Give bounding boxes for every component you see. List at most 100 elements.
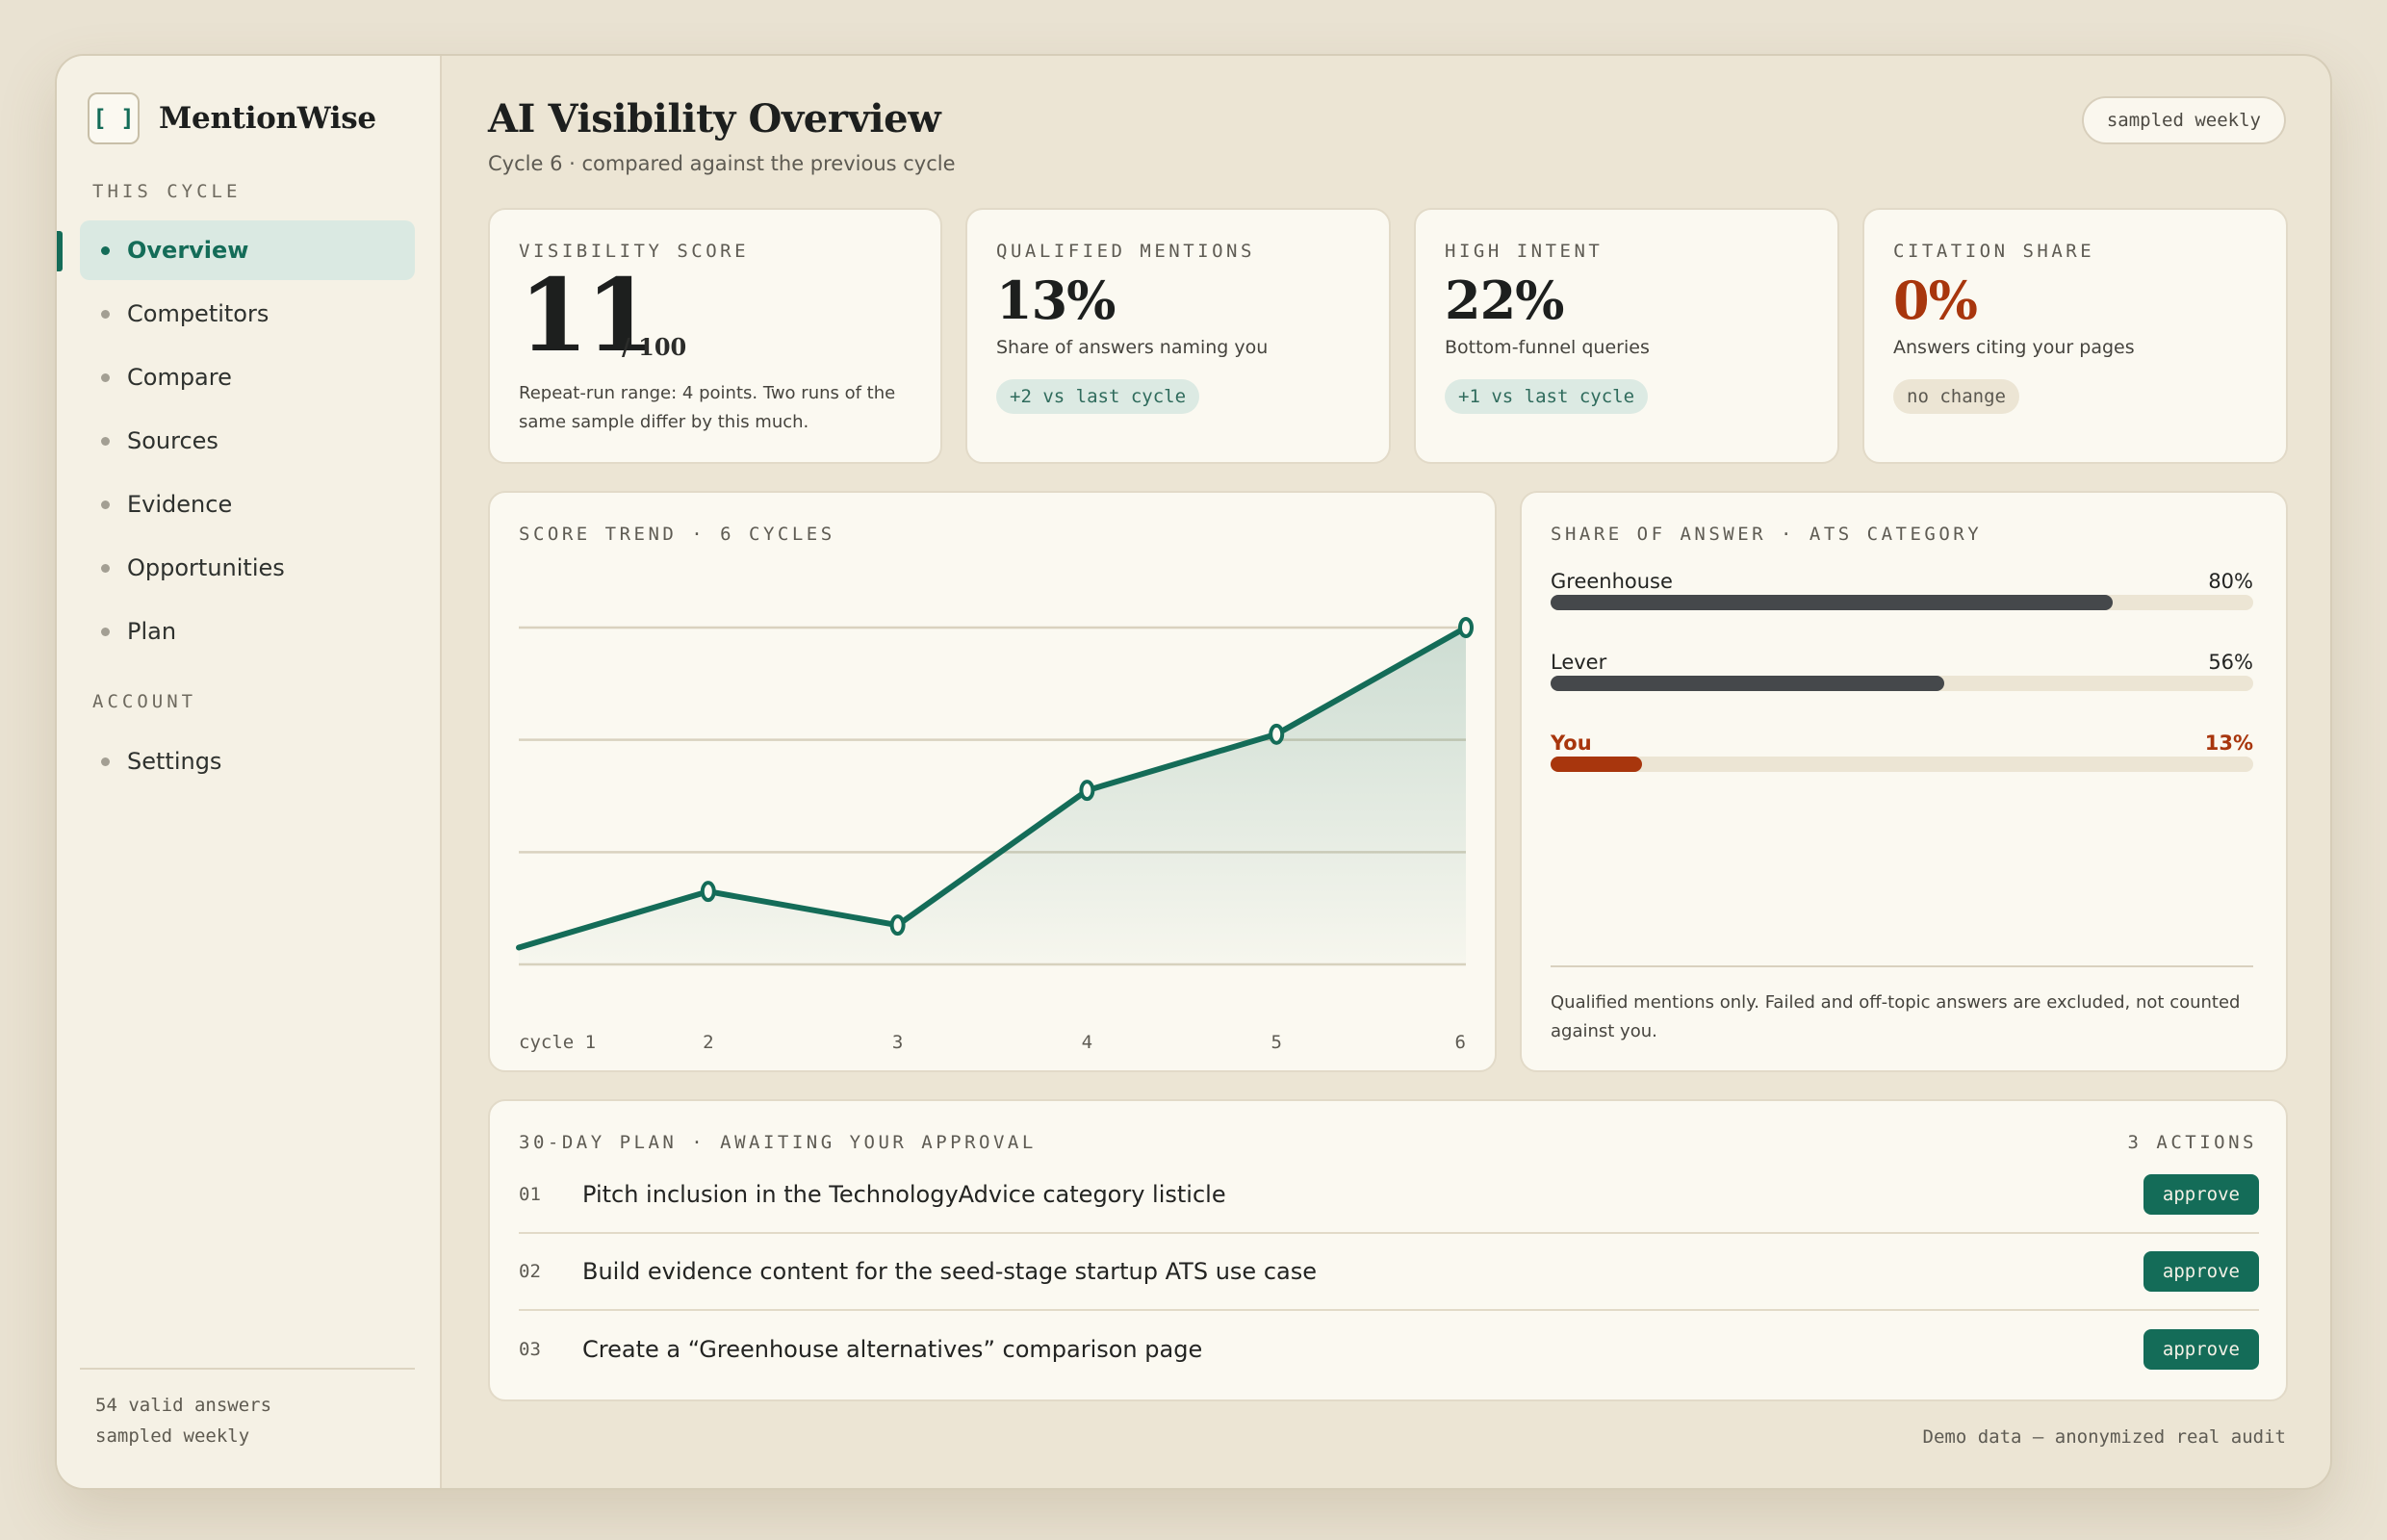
share-of-answer-card: SHARE OF ANSWER · ATS CATEGORY Greenhous… — [1520, 491, 2288, 1072]
x-axis-tick-label: cycle 1 — [519, 1032, 597, 1053]
sidebar-item-label: Competitors — [127, 300, 270, 327]
card-label: HIGH INTENT — [1445, 241, 1604, 262]
share-row-value: 13% — [2204, 732, 2253, 755]
qualified-mentions-desc: Share of answers naming you — [996, 337, 1269, 358]
sidebar-divider — [80, 1368, 415, 1370]
share-row-name: Greenhouse — [1551, 570, 1673, 593]
trend-point — [700, 881, 716, 903]
score-trend-chart — [516, 617, 1474, 966]
sidebar: [ ] MentionWise THIS CYCLE Overview Comp… — [57, 56, 442, 1488]
visibility-score-value: 11 — [519, 256, 655, 374]
card-label: VISIBILITY SCORE — [519, 241, 750, 262]
approve-button[interactable]: approve — [2143, 1174, 2259, 1215]
bullet-icon — [101, 436, 110, 446]
citation-share-card: CITATION SHARE 0% Answers citing your pa… — [1862, 208, 2288, 464]
plan-action-row: 02 Build evidence content for the seed-s… — [519, 1234, 2259, 1311]
sidebar-item-evidence[interactable]: Evidence — [80, 475, 415, 534]
sidebar-footer: 54 valid answers sampled weekly — [95, 1390, 271, 1451]
share-bar-fill — [1551, 676, 1944, 691]
x-axis-tick-label: 6 — [1454, 1032, 1466, 1053]
visibility-score-denominator: / 100 — [622, 333, 687, 361]
plan-action-number: 02 — [519, 1261, 541, 1282]
trend-point — [889, 914, 906, 937]
card-label: QUALIFIED MENTIONS — [996, 241, 1255, 262]
sidebar-item-label: Sources — [127, 427, 218, 454]
bullet-icon — [101, 500, 110, 509]
visibility-score-note: Repeat-run range: 4 points. Two runs of … — [519, 383, 896, 432]
demo-data-note: Demo data — anonymized real audit — [1922, 1426, 2287, 1448]
brand[interactable]: [ ] MentionWise — [88, 92, 376, 144]
bullet-icon — [101, 757, 110, 766]
citation-share-desc: Answers citing your pages — [1893, 337, 2135, 358]
sidebar-item-competitors[interactable]: Competitors — [80, 284, 415, 344]
sidebar-item-label: Compare — [127, 364, 232, 391]
sidebar-item-label: Settings — [127, 748, 222, 775]
sidebar-item-label: Evidence — [127, 491, 233, 518]
approve-button[interactable]: approve — [2143, 1251, 2259, 1292]
page-title: AI Visibility Overview — [488, 96, 941, 141]
sidebar-item-label: Overview — [127, 237, 249, 264]
x-axis-tick-label: 5 — [1270, 1032, 1282, 1053]
score-trend-card: SCORE TREND · 6 CYCLES cycle 1 2 3 4 5 6 — [488, 491, 1497, 1072]
card-label: 30-DAY PLAN · AWAITING YOUR APPROVAL — [519, 1132, 1037, 1153]
section-label-account: ACCOUNT — [92, 691, 197, 712]
share-bar-track — [1551, 595, 2253, 610]
plan-action-row: 01 Pitch inclusion in the TechnologyAdvi… — [519, 1157, 2259, 1234]
sidebar-item-compare[interactable]: Compare — [80, 347, 415, 407]
high-intent-value: 22% — [1445, 270, 1564, 331]
sidebar-item-plan[interactable]: Plan — [80, 602, 415, 661]
share-bar-track — [1551, 757, 2253, 772]
brand-name: MentionWise — [159, 101, 376, 136]
plan-card: 30-DAY PLAN · AWAITING YOUR APPROVAL 3 A… — [488, 1099, 2288, 1401]
sidebar-item-sources[interactable]: Sources — [80, 411, 415, 471]
visibility-score-card: VISIBILITY SCORE 11 / 100 Repeat-run ran… — [488, 208, 942, 464]
plan-action-number: 03 — [519, 1339, 541, 1360]
trend-point — [1458, 617, 1474, 638]
qualified-mentions-card: QUALIFIED MENTIONS 13% Share of answers … — [965, 208, 1391, 464]
approve-button[interactable]: approve — [2143, 1329, 2259, 1370]
plan-action-row: 03 Create a “Greenhouse alternatives” co… — [519, 1311, 2259, 1388]
sidebar-item-settings[interactable]: Settings — [80, 732, 415, 791]
page-subtitle: Cycle 6 · compared against the previous … — [488, 152, 956, 175]
high-intent-card: HIGH INTENT 22% Bottom-funnel queries +1… — [1414, 208, 1839, 464]
sidebar-item-opportunities[interactable]: Opportunities — [80, 538, 415, 598]
active-indicator — [57, 231, 63, 271]
trend-point — [1079, 780, 1095, 802]
card-label: SCORE TREND · 6 CYCLES — [519, 524, 835, 545]
citation-share-change-badge: no change — [1893, 379, 2019, 414]
share-row-value: 56% — [2208, 651, 2253, 674]
share-footnote: Qualified mentions only. Failed and off-… — [1551, 992, 2241, 1041]
plan-action-number: 01 — [519, 1184, 541, 1205]
plan-action-text: Create a “Greenhouse alternatives” compa… — [582, 1336, 1203, 1363]
card-label: CITATION SHARE — [1893, 241, 2095, 262]
qualified-mentions-value: 13% — [996, 270, 1116, 331]
qualified-mentions-change-badge: +2 vs last cycle — [996, 379, 1200, 414]
trend-point — [1269, 723, 1285, 745]
share-bar-track — [1551, 676, 2253, 691]
bullet-icon — [101, 372, 110, 382]
high-intent-change-badge: +1 vs last cycle — [1445, 379, 1649, 414]
plan-action-text: Pitch inclusion in the TechnologyAdvice … — [582, 1181, 1226, 1208]
x-axis-tick-label: 3 — [891, 1032, 904, 1053]
sidebar-item-overview[interactable]: Overview — [80, 220, 415, 280]
share-divider — [1551, 965, 2253, 967]
citation-share-value: 0% — [1893, 270, 1978, 331]
trend-line — [516, 625, 1469, 951]
share-bar-fill — [1551, 595, 2113, 610]
x-axis-tick-label: 4 — [1081, 1032, 1093, 1053]
plan-action-count: 3 ACTIONS — [2127, 1132, 2257, 1153]
sampling-pill: sampled weekly — [2081, 96, 2286, 144]
card-label: SHARE OF ANSWER · ATS CATEGORY — [1551, 524, 1983, 545]
share-row-name: Lever — [1551, 651, 1607, 674]
share-bar-fill — [1551, 757, 1642, 772]
sidebar-footer-answers: 54 valid answers — [95, 1395, 272, 1416]
section-label-this-cycle: THIS CYCLE — [92, 181, 242, 202]
sidebar-item-label: Opportunities — [127, 554, 285, 581]
bullet-icon — [101, 309, 110, 319]
sidebar-footer-sampling: sampled weekly — [95, 1425, 250, 1447]
brackets-logo-icon: [ ] — [88, 92, 140, 144]
sidebar-item-label: Plan — [127, 618, 177, 645]
trend-area — [519, 628, 1466, 964]
share-row-value: 80% — [2208, 570, 2253, 593]
high-intent-desc: Bottom-funnel queries — [1445, 337, 1650, 358]
